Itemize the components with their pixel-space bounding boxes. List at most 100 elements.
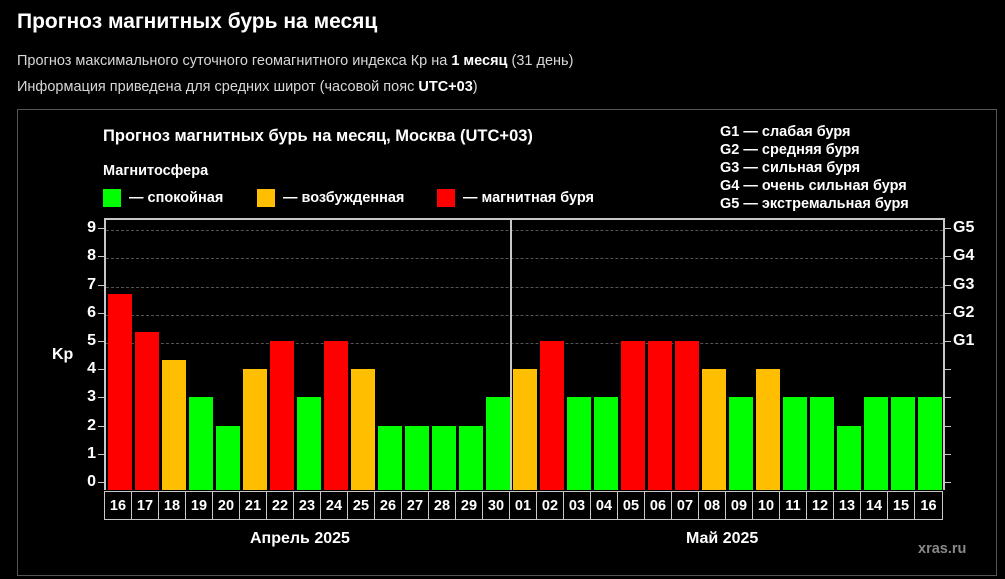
date-label: 09 (726, 492, 753, 519)
bar-05 (620, 341, 645, 490)
g-legend-g1: G1 — слабая буря (720, 124, 851, 140)
bar-11 (782, 397, 807, 490)
date-label: 03 (564, 492, 591, 519)
date-label: 17 (132, 492, 159, 519)
y-tick-mark (98, 425, 104, 427)
y-tick-label: 4 (87, 360, 96, 378)
grid-line (106, 343, 943, 344)
g-legend-g2: G2 — средняя буря (720, 142, 860, 158)
date-label: 24 (321, 492, 348, 519)
bar-16 (107, 293, 132, 490)
bar-09 (728, 397, 753, 490)
g-tick-label: G3 (953, 275, 975, 293)
bar-06 (647, 341, 672, 490)
bar-21 (242, 369, 267, 490)
date-label: 02 (537, 492, 564, 519)
subtitle-timezone: Информация приведена для средних широт (… (17, 79, 478, 95)
storm-swatch-icon (437, 189, 455, 207)
date-label: 29 (456, 492, 483, 519)
g-tick-mark (945, 453, 951, 455)
bar-19 (188, 397, 213, 490)
month-label-may: Май 2025 (686, 530, 759, 547)
y-tick-label: 8 (87, 247, 96, 265)
bar-07 (674, 341, 699, 490)
y-tick-mark (98, 228, 104, 230)
y-tick-label: 1 (87, 444, 96, 462)
bar-15 (890, 397, 915, 490)
bar-16 (917, 397, 942, 490)
y-tick-mark (98, 453, 104, 455)
watermark: xras.ru (918, 541, 967, 557)
date-label: 30 (483, 492, 510, 519)
g-tick-mark (945, 256, 951, 258)
g-scale-legend: G1 — слабая буря G2 — средняя буря G3 — … (720, 123, 909, 213)
y-tick-label: 3 (87, 388, 96, 406)
y-tick-label: 2 (87, 416, 96, 434)
bar-24 (323, 341, 348, 490)
bar-04 (593, 397, 618, 490)
grid-line (106, 286, 943, 288)
date-label: 26 (375, 492, 402, 519)
bar-17 (134, 331, 159, 490)
date-label: 13 (834, 492, 861, 519)
date-label: 18 (159, 492, 186, 519)
legend-item-storm: — магнитная буря (437, 189, 594, 207)
g-tick-mark (945, 397, 951, 399)
legend-item-quiet: — спокойная (103, 189, 223, 207)
subtitle-forecast: Прогноз максимального суточного геомагни… (17, 53, 574, 69)
month-label-april: Апрель 2025 (250, 530, 350, 547)
date-label: 05 (618, 492, 645, 519)
active-swatch-icon (257, 189, 275, 207)
y-tick-mark (98, 284, 104, 286)
date-label: 22 (267, 492, 294, 519)
page-title: Прогноз магнитных бурь на месяц (17, 10, 378, 33)
bar-26 (377, 425, 402, 490)
g-tick-label: G2 (953, 303, 975, 321)
date-label: 19 (186, 492, 213, 519)
g-tick-mark (945, 482, 951, 483)
y-tick-mark (98, 341, 104, 342)
g-tick-label: G4 (953, 247, 975, 265)
g-legend-g3: G3 — сильная буря (720, 160, 861, 176)
g-tick-mark (945, 284, 951, 286)
legend-item-active: — возбужденная (257, 189, 404, 207)
date-label: 11 (780, 492, 807, 519)
chart-frame (17, 109, 997, 576)
bar-01 (512, 369, 537, 490)
bar-29 (458, 425, 483, 490)
y-tick-mark (98, 256, 104, 258)
date-label: 16 (105, 492, 132, 519)
date-label: 20 (213, 492, 240, 519)
y-tick-label: 7 (87, 275, 96, 293)
g-tick-mark (945, 425, 951, 427)
date-label: 25 (348, 492, 375, 519)
bar-13 (836, 425, 861, 490)
y-tick-mark (98, 369, 104, 371)
quiet-swatch-icon (103, 189, 121, 207)
date-label: 07 (672, 492, 699, 519)
y-tick-label: 0 (87, 473, 96, 490)
date-label: 01 (510, 492, 537, 519)
date-label: 21 (240, 492, 267, 519)
bar-02 (539, 341, 564, 490)
chart-title: Прогноз магнитных бурь на месяц, Москва … (103, 127, 533, 145)
y-tick-label: 6 (87, 303, 96, 321)
bar-14 (863, 397, 888, 490)
plot-area (104, 218, 945, 490)
bar-23 (296, 397, 321, 490)
bar-08 (701, 369, 726, 490)
g-tick-mark (945, 369, 951, 371)
bar-27 (404, 425, 429, 490)
y-tick-mark (98, 397, 104, 399)
date-label: 08 (699, 492, 726, 519)
grid-line (106, 230, 943, 232)
date-label: 06 (645, 492, 672, 519)
legend-heading: Магнитосфера (103, 163, 209, 179)
bar-18 (161, 359, 186, 490)
date-label: 14 (861, 492, 888, 519)
bar-22 (269, 341, 294, 490)
bar-10 (755, 369, 780, 490)
date-label: 16 (920, 497, 937, 514)
y-tick-mark (98, 312, 104, 314)
date-label: 04 (591, 492, 618, 519)
